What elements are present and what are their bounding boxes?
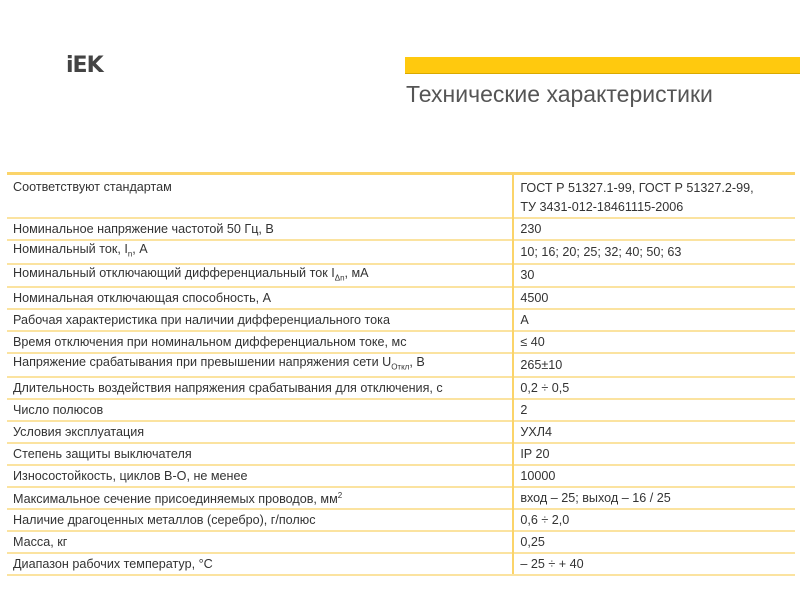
value-cell: 0,6 ÷ 2,0 <box>512 507 795 532</box>
table-row: Напряжение срабатывания при превышении н… <box>7 352 795 378</box>
value-cell: – 25 ÷ + 40 <box>512 551 795 576</box>
value-cell: 10000 <box>512 463 795 488</box>
value-cell: вход – 25; выход – 16 / 25 <box>512 485 795 510</box>
table-row: Номинальный отключающий дифференциальный… <box>7 262 795 288</box>
value-cell: А <box>512 308 795 332</box>
param-cell: Износостойкость, циклов В-О, не менее <box>7 463 514 488</box>
table-row: Число полюсов 2 <box>7 397 795 422</box>
value-cell: УХЛ4 <box>512 419 795 444</box>
param-cell: Максимальное сечение присоединяемых пров… <box>7 485 514 510</box>
value-cell: 0,25 <box>512 529 795 554</box>
param-cell: Номинальный ток, In, А <box>7 239 514 265</box>
specs-table: Соответствуют стандартам ГОСТ Р 51327.1-9… <box>7 172 795 576</box>
param-cell: Наличие драгоценных металлов (серебро), … <box>7 507 514 532</box>
table-row: Износостойкость, циклов В-О, не менее 100… <box>7 463 795 488</box>
value-cell: 265±10 <box>512 352 795 378</box>
param-cell: Напряжение срабатывания при превышении н… <box>7 352 514 378</box>
table-row: Рабочая характеристика при наличии диффе… <box>7 308 795 332</box>
table-row: Время отключения при номинальном диффере… <box>7 330 795 354</box>
value-cell: ГОСТ Р 51327.1-99, ГОСТ Р 51327.2-99, ТУ … <box>512 172 795 219</box>
value-cell: 4500 <box>512 286 795 310</box>
table-row: Степень защиты выключателя IP 20 <box>7 441 795 466</box>
table-row: Номинальный ток, In, А 10; 16; 20; 25; 32… <box>7 239 795 265</box>
table-row: Максимальное сечение присоединяемых пров… <box>7 485 795 510</box>
value-cell: 30 <box>512 262 795 288</box>
param-cell: Длительность воздействия напряжения сраб… <box>7 375 514 400</box>
table-row: Соответствуют стандартам ГОСТ Р 51327.1-9… <box>7 172 795 219</box>
value-cell: 230 <box>512 217 795 241</box>
value-cell: 10; 16; 20; 25; 32; 40; 50; 63 <box>512 239 795 265</box>
value-cell: ≤ 40 <box>512 330 795 354</box>
value-cell: IP 20 <box>512 441 795 466</box>
param-cell: Номинальное напряжение частотой 50 Гц, В <box>7 217 514 241</box>
page-title: Технические характеристики <box>406 81 713 107</box>
param-cell: Диапазон рабочих температур, °С <box>7 551 514 576</box>
table-row: Наличие драгоценных металлов (серебро), … <box>7 507 795 532</box>
param-cell: Номинальный отключающий дифференциальный… <box>7 262 514 288</box>
param-cell: Соответствуют стандартам <box>7 172 514 219</box>
param-cell: Номинальная отключающая способность, А <box>7 286 514 310</box>
value-cell: 0,2 ÷ 0,5 <box>512 375 795 400</box>
table-row: Диапазон рабочих температур, °С – 25 ÷ + … <box>7 551 795 576</box>
accent-bar <box>405 57 800 74</box>
param-cell: Степень защиты выключателя <box>7 441 514 466</box>
iek-logo: iEK <box>66 53 104 78</box>
table-row: Номинальная отключающая способность, А 45… <box>7 286 795 310</box>
param-cell: Рабочая характеристика при наличии диффе… <box>7 308 514 332</box>
table-row: Номинальное напряжение частотой 50 Гц, В… <box>7 217 795 241</box>
table-row: Масса, кг 0,25 <box>7 529 795 554</box>
param-cell: Число полюсов <box>7 397 514 422</box>
param-cell: Масса, кг <box>7 529 514 554</box>
value-cell: 2 <box>512 397 795 422</box>
param-cell: Время отключения при номинальном диффере… <box>7 330 514 354</box>
table-row: Условия эксплуатация УХЛ4 <box>7 419 795 444</box>
param-cell: Условия эксплуатация <box>7 419 514 444</box>
table-row: Длительность воздействия напряжения сраб… <box>7 375 795 400</box>
